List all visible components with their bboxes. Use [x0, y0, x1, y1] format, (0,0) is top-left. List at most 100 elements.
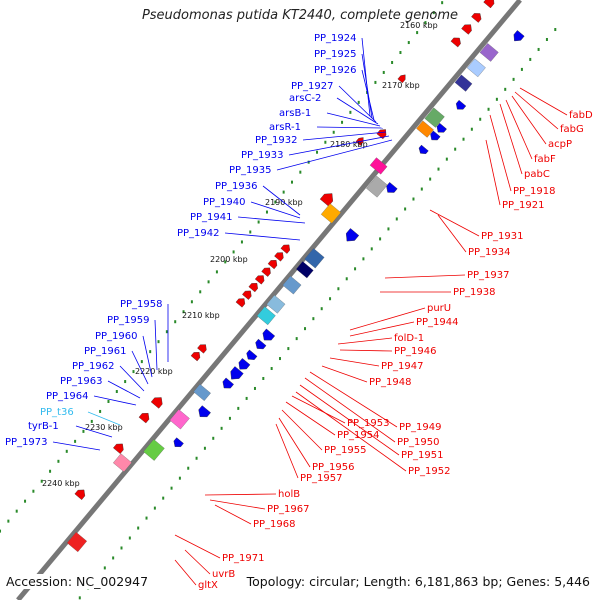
- gene-label-pp_1934[interactable]: PP_1934: [468, 247, 511, 258]
- gene-label-puru[interactable]: purU: [427, 303, 451, 314]
- gene-label-pp_1926[interactable]: PP_1926: [314, 65, 357, 76]
- tick-mark: [445, 157, 448, 161]
- gene-label-pp_1956[interactable]: PP_1956: [312, 462, 355, 473]
- gene-label-pp_1927[interactable]: PP_1927: [291, 81, 334, 92]
- gene-label-pp_1937[interactable]: PP_1937: [467, 270, 510, 281]
- gene-label-pp_1959[interactable]: PP_1959: [107, 315, 150, 326]
- tick-mark: [128, 536, 131, 540]
- gene-label-pp_1944[interactable]: PP_1944: [416, 317, 459, 328]
- gene-label-arsb-1[interactable]: arsB-1: [279, 108, 311, 119]
- map-title: Pseudomonas putida KT2440, complete geno…: [141, 8, 459, 23]
- tick-mark: [57, 459, 60, 463]
- gene-label-pp_1940[interactable]: PP_1940: [203, 197, 246, 208]
- gene-label-pp_1946[interactable]: PP_1946: [394, 346, 437, 357]
- gene-label-pp_1949[interactable]: PP_1949: [399, 422, 442, 433]
- gene-label-pabc[interactable]: pabC: [524, 169, 550, 180]
- label-leader-line: [384, 274, 466, 279]
- forward-gene-arrow: [173, 437, 184, 448]
- label-leader-line: [214, 504, 252, 525]
- gene-label-pp_1963[interactable]: PP_1963: [60, 376, 103, 387]
- gene-label-pp_1950[interactable]: PP_1950: [397, 437, 440, 448]
- gene-label-fold-1[interactable]: folD-1: [394, 333, 424, 344]
- tick-mark: [224, 260, 227, 264]
- tick-mark: [379, 237, 382, 241]
- label-leader-line: [87, 411, 121, 426]
- gene-label-pp_1967[interactable]: PP_1967: [267, 504, 310, 515]
- tick-mark: [82, 429, 85, 433]
- gene-label-pp_1962[interactable]: PP_1962: [72, 361, 115, 372]
- gene-label-pp_t36[interactable]: PP_t36: [40, 407, 74, 418]
- label-leader-line: [209, 499, 266, 510]
- gene-label-pp_1961[interactable]: PP_1961: [84, 346, 127, 357]
- gene-feature-block: [369, 157, 388, 175]
- tick-mark: [395, 217, 398, 221]
- tick-mark: [65, 449, 68, 453]
- tick-mark: [357, 100, 360, 104]
- gene-label-pp_1935[interactable]: PP_1935: [229, 165, 272, 176]
- gene-label-pp_1960[interactable]: PP_1960: [95, 331, 138, 342]
- tick-mark: [537, 47, 540, 51]
- gene-label-fabf[interactable]: fabF: [534, 154, 556, 165]
- tick-mark: [416, 31, 419, 35]
- tick-mark: [362, 257, 365, 261]
- gene-label-pp_1973[interactable]: PP_1973: [5, 437, 48, 448]
- label-leader-line: [349, 307, 426, 331]
- gene-label-acpp[interactable]: acpP: [548, 139, 572, 150]
- gene-label-pp_1941[interactable]: PP_1941: [190, 212, 233, 223]
- tick-mark: [145, 516, 148, 520]
- gene-label-pp_1942[interactable]: PP_1942: [177, 228, 220, 239]
- gene-label-pp_1957[interactable]: PP_1957: [300, 473, 343, 484]
- tick-mark: [349, 110, 352, 114]
- label-leader-line: [52, 441, 101, 451]
- reverse-gene-arrow: [319, 193, 334, 207]
- gene-label-pp_1955[interactable]: PP_1955: [324, 445, 367, 456]
- gene-label-pp_1924[interactable]: PP_1924: [314, 33, 357, 44]
- gene-feature-block: [295, 261, 314, 279]
- gene-label-pp_1932[interactable]: PP_1932: [255, 135, 298, 146]
- genome-backbone: [16, 0, 522, 600]
- reverse-gene-arrow: [261, 267, 271, 277]
- gene-label-pp_1968[interactable]: PP_1968: [253, 519, 296, 530]
- gene-label-arsr-1[interactable]: arsR-1: [269, 122, 301, 133]
- gene-feature-block: [169, 409, 190, 430]
- gene-label-pp_1925[interactable]: PP_1925: [314, 49, 357, 60]
- label-leader-line: [361, 69, 375, 121]
- gene-label-pp_1947[interactable]: PP_1947: [381, 361, 424, 372]
- gene-label-gltx[interactable]: gltX: [198, 580, 218, 591]
- gene-label-pp_1933[interactable]: PP_1933: [241, 150, 284, 161]
- tick-mark: [165, 330, 168, 334]
- gene-label-arsc-2[interactable]: arsC-2: [289, 93, 321, 104]
- tick-mark: [274, 200, 277, 204]
- gene-label-fabd[interactable]: fabD: [569, 110, 593, 121]
- gene-label-pp_1964[interactable]: PP_1964: [46, 391, 89, 402]
- gene-label-pp_1971[interactable]: PP_1971: [222, 553, 265, 564]
- gene-label-pp_1952[interactable]: PP_1952: [408, 466, 451, 477]
- reverse-gene-arrow: [397, 74, 406, 84]
- gene-label-pp_1931[interactable]: PP_1931: [481, 231, 524, 242]
- forward-gene-arrow: [246, 349, 258, 360]
- gene-label-pp_1936[interactable]: PP_1936: [215, 181, 258, 192]
- gene-label-pp_1951[interactable]: PP_1951: [401, 450, 444, 461]
- tick-mark: [237, 406, 240, 410]
- tick-mark: [137, 526, 140, 530]
- gene-label-pp_1958[interactable]: PP_1958: [120, 299, 163, 310]
- forward-gene-arrow: [418, 144, 429, 155]
- tick-mark: [124, 380, 127, 384]
- gene-label-pp_1948[interactable]: PP_1948: [369, 377, 412, 388]
- tick-mark: [479, 117, 482, 121]
- label-leader-line: [505, 99, 533, 160]
- reverse-gene-arrow: [483, 0, 495, 9]
- label-leader-line: [511, 95, 547, 145]
- gene-label-pp_1954[interactable]: PP_1954: [337, 430, 380, 441]
- label-leader-line: [174, 559, 197, 586]
- gene-label-tyrb-1[interactable]: tyrB-1: [28, 421, 59, 432]
- gene-label-pp_1938[interactable]: PP_1938: [453, 287, 496, 298]
- gene-label-pp_1921[interactable]: PP_1921: [502, 200, 545, 211]
- gene-label-pp_1918[interactable]: PP_1918: [513, 186, 556, 197]
- reverse-gene-arrow: [248, 283, 258, 293]
- gene-label-holb[interactable]: holB: [278, 489, 300, 500]
- gene-label-pp_1953[interactable]: PP_1953: [347, 418, 390, 429]
- tick-mark: [299, 170, 302, 174]
- gene-label-fabg[interactable]: fabG: [560, 124, 584, 135]
- gene-label-uvrb[interactable]: uvrB: [212, 569, 235, 580]
